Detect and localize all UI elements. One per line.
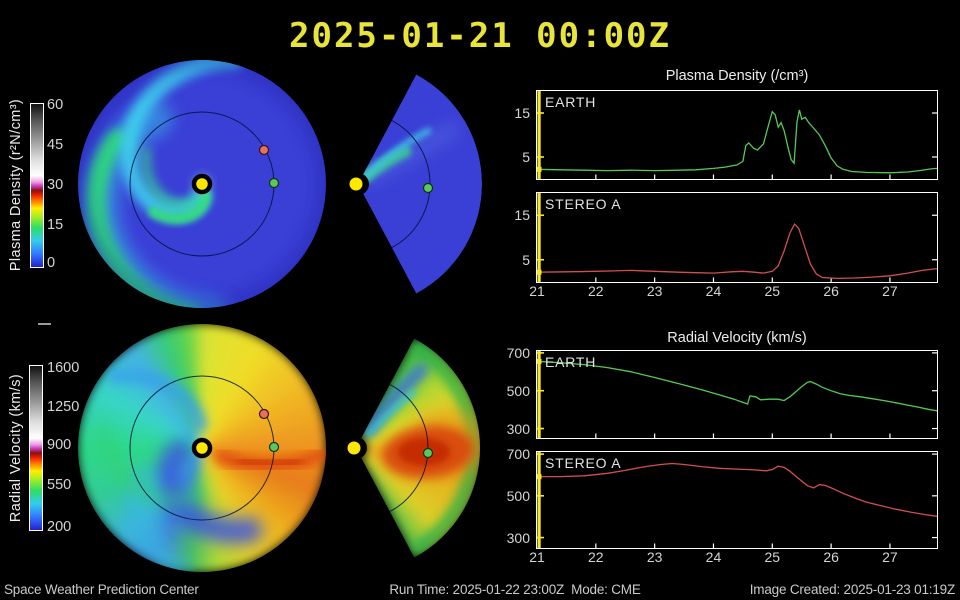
axis-tick-label: 23	[646, 549, 663, 565]
footer-agency: Space Weather Prediction Center	[4, 582, 199, 597]
axis-tick-label: 25	[764, 283, 781, 299]
tick-artifact	[38, 323, 51, 325]
earth-marker	[422, 447, 434, 459]
colorbar-tick-label: 15	[47, 217, 64, 233]
sun-marker	[349, 177, 363, 191]
axis-tick-label: 5	[522, 149, 530, 165]
axis-tick-label: 22	[588, 283, 604, 299]
chart-density-stereo-a: STEREO A	[536, 192, 938, 283]
axis-tick-label: 15	[514, 207, 530, 224]
axis-tick-label: 27	[882, 283, 898, 299]
axis-tick-label: 24	[705, 283, 722, 299]
axis-tick-label: 21	[529, 283, 545, 299]
axis-tick-label: 25	[764, 549, 781, 565]
colorbar-velocity-gradient	[29, 365, 43, 531]
axis-tick-label: 26	[823, 283, 839, 299]
chart-velocity-earth: EARTH	[536, 350, 938, 439]
axis-tick-label: 700	[506, 344, 530, 361]
earth-marker	[268, 177, 280, 189]
colorbar-tick-label: 60	[47, 97, 64, 113]
axis-tick-label: 26	[823, 549, 839, 565]
stereo-a-marker	[258, 144, 270, 156]
axis-tick-label: 22	[588, 549, 604, 565]
colorbar-tick-label: 45	[47, 137, 64, 153]
colorbar-tick-label: 1250	[47, 399, 80, 415]
series-label-stereo-a: STEREO A	[545, 455, 622, 471]
colorbar-tick-label: 1600	[47, 360, 80, 376]
series-label-earth: EARTH	[545, 94, 597, 110]
chart-velocity-stereo-a: STEREO A	[536, 451, 938, 549]
chart-title-radial-velocity: Radial Velocity (km/s)	[667, 330, 807, 346]
chart-title-plasma-density: Plasma Density (/cm³)	[665, 68, 809, 84]
axis-tick-label: 23	[646, 283, 663, 299]
sun-marker	[191, 173, 213, 195]
colorbar-density-gradient	[30, 103, 44, 268]
colorbar-tick-label: 200	[47, 519, 72, 535]
footer-run-time: Run Time: 2025-01-22 23:00Z Mode: CME	[389, 582, 641, 597]
axis-tick-label: 21	[529, 549, 545, 565]
sun-marker	[191, 437, 213, 459]
chart-density-earth: EARTH	[536, 90, 938, 180]
axis-tick-label: 5	[522, 251, 530, 268]
colorbar-velocity-label: Radial Velocity (km/s)	[8, 373, 24, 523]
page-title: 2025-01-21 00:00Z	[289, 16, 671, 56]
sun-marker	[347, 441, 361, 455]
earth-marker	[422, 182, 434, 194]
density-stereo-a-plot	[537, 193, 937, 282]
axis-tick-label: 700	[506, 446, 530, 463]
velocity-stereo-a-plot	[537, 452, 937, 548]
axis-tick-label: 500	[506, 382, 530, 399]
earth-marker	[268, 441, 280, 453]
axis-tick-label: 300	[506, 529, 530, 546]
axis-tick-label: 24	[705, 549, 722, 565]
colorbar-tick-label: 550	[47, 477, 72, 493]
status-bar: Space Weather Prediction Center Run Time…	[0, 582, 960, 600]
colorbar-density-label: Plasma Density (r²N/cm³)	[8, 98, 24, 272]
footer-image-created: Image Created: 2025-01-23 01:19Z	[749, 582, 955, 597]
density-earth-plot	[537, 91, 937, 179]
series-label-stereo-a: STEREO A	[545, 196, 622, 212]
axis-tick-label: 15	[514, 105, 530, 121]
colorbar-tick-label: 30	[47, 177, 64, 193]
axis-tick-label: 27	[882, 549, 898, 565]
velocity-earth-plot	[537, 351, 937, 438]
axis-tick-label: 500	[506, 487, 530, 504]
axis-tick-label: 300	[506, 420, 530, 437]
colorbar-tick-label: 0	[47, 255, 56, 271]
colorbar-tick-label: 900	[47, 437, 72, 453]
stereo-a-marker	[258, 408, 270, 420]
series-label-earth: EARTH	[545, 354, 597, 370]
